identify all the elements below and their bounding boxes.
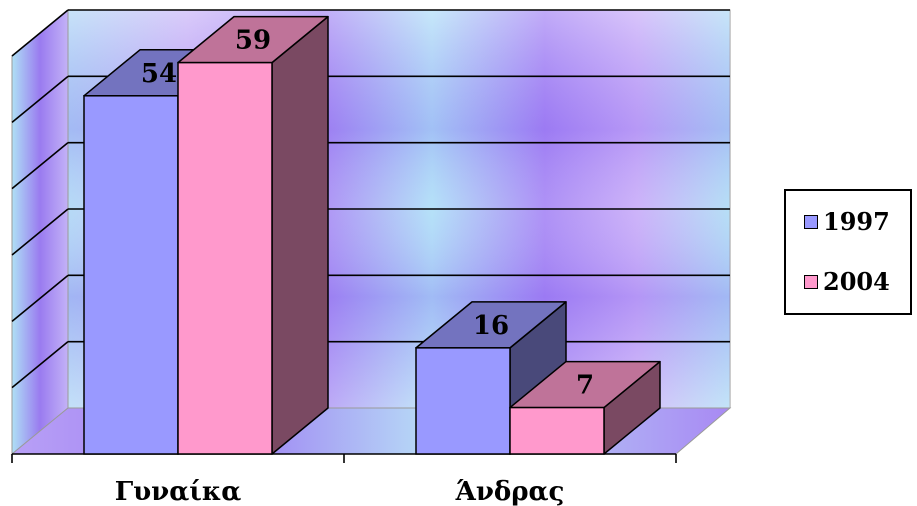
bar-side: [271, 15, 329, 455]
gridline-side: [11, 9, 69, 57]
bar-front: [177, 61, 273, 455]
legend-swatch-2004: [804, 274, 818, 289]
legend-item-2004: 2004: [804, 267, 890, 296]
legend-item-1997: 1997: [804, 207, 890, 236]
legend-label-1997: 1997: [823, 207, 890, 236]
legend-label-2004: 2004: [823, 267, 890, 296]
data-label-1997-1: 16: [473, 311, 509, 341]
bar-front: [509, 406, 605, 455]
gridline-side: [11, 274, 69, 322]
data-label-1997-0: 54: [141, 59, 177, 89]
category-label-1: Άνδρας: [455, 477, 565, 506]
gridline-side: [11, 208, 69, 256]
bar-front: [83, 95, 179, 455]
legend: 1997 2004: [784, 189, 912, 315]
data-label-2004-0: 59: [235, 26, 271, 56]
bars: [83, 15, 661, 455]
bar-2004-1: [509, 360, 661, 455]
gridline-side: [11, 75, 69, 123]
bar-2004-0: [177, 15, 329, 455]
gridline-side: [11, 142, 69, 190]
legend-swatch-1997: [804, 214, 818, 229]
data-label-2004-1: 7: [576, 371, 594, 401]
data-labels: 54 59 16 7: [141, 26, 594, 401]
category-label-0: Γυναίκα: [115, 477, 242, 506]
gridline-side: [11, 341, 69, 389]
category-labels: Γυναίκα Άνδρας: [115, 477, 565, 506]
axes: [11, 453, 677, 463]
bar-front: [415, 347, 511, 455]
